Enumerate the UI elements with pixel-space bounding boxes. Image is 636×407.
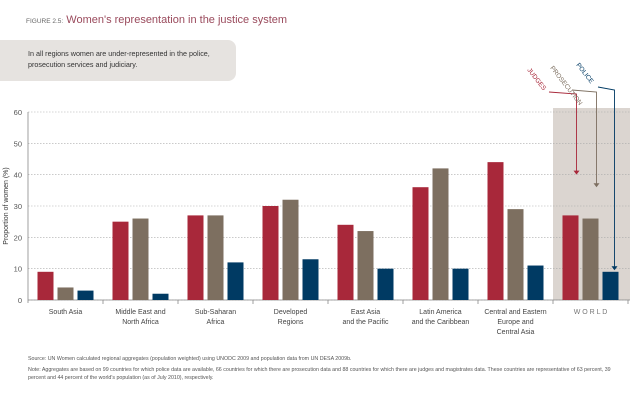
bar-police [527, 265, 544, 300]
bar-prosecution [582, 218, 599, 300]
figure-label: FIGURE 2.5: [26, 18, 64, 25]
bar-police [227, 262, 244, 300]
x-tick-label: East Asia [351, 309, 380, 316]
legend-arrow-prosecution [571, 89, 597, 185]
bar-prosecution [207, 215, 224, 300]
x-tick-label: South Asia [49, 309, 83, 316]
x-tick-label: Regions [278, 319, 304, 326]
x-tick-label: W O R L D [574, 309, 608, 316]
y-tick-label: 30 [14, 202, 22, 211]
legend-arrow-police [597, 86, 615, 268]
bar-judges [562, 215, 579, 300]
bar-prosecution [132, 218, 149, 300]
y-tick-label: 60 [14, 108, 22, 117]
y-tick-label: 0 [18, 296, 22, 305]
bar-judges [187, 215, 204, 300]
bar-prosecution [57, 287, 74, 300]
x-tick-label: Latin America [419, 309, 462, 316]
bar-chart: 0 10 20 30 40 50 60 Proportion of women (%) Sout… [3, 62, 630, 336]
arrowhead-icon [573, 170, 580, 175]
y-axis-label: Proportion of women (%) [3, 167, 10, 244]
bar-police [452, 268, 469, 300]
bar-police [77, 290, 94, 300]
bar-police [377, 268, 394, 300]
bar-prosecution [282, 199, 299, 300]
arrowhead-icon [611, 266, 618, 271]
x-tick-label: and the Pacific [343, 319, 389, 326]
legend-arrow-judges [548, 91, 577, 172]
x-tick-label: Developed [274, 309, 308, 316]
bar-police [152, 293, 169, 300]
y-tick-label: 10 [14, 265, 22, 274]
x-tick-label: Africa [207, 319, 225, 326]
x-tick-label: Central Asia [497, 329, 535, 336]
x-tick-label: Sub-Saharan [195, 309, 236, 316]
y-tick-label: 20 [14, 233, 22, 242]
bar-police [602, 271, 619, 300]
y-tick-label: 50 [14, 139, 22, 148]
source-note: Source: UN Women calculated regional agg… [28, 356, 352, 362]
y-tick-label: 40 [14, 171, 22, 180]
legend-label-judges: JUDGES [525, 67, 547, 93]
bar-prosecution [432, 168, 449, 300]
figure-title: FIGURE 2.5: Women's representation in th… [26, 14, 287, 26]
x-tick-label: Central and Eastern [484, 309, 546, 316]
bar-judges [262, 206, 279, 300]
bar-judges [112, 221, 129, 300]
bar-prosecution [357, 231, 374, 300]
x-tick-label: Europe and [497, 319, 533, 326]
bar-prosecution [507, 209, 524, 300]
callout-box: In all regions women are under-represent… [0, 40, 236, 81]
x-tick-label: and the Caribbean [412, 319, 470, 326]
legend-label-police: POLICE [574, 62, 595, 86]
bar-judges [412, 187, 429, 300]
chart-title: Women's representation in the justice sy… [66, 14, 288, 26]
arrowhead-icon [593, 183, 600, 188]
footnote: Note: Aggregates are based on 99 countri… [28, 367, 611, 381]
bar-judges [337, 224, 354, 300]
bar-judges [37, 271, 54, 300]
legend-label-prosecution: PROSECUTION [548, 65, 583, 107]
bar-police [302, 259, 319, 300]
x-tick-label: North Africa [122, 319, 159, 326]
bar-judges [487, 162, 504, 300]
x-tick-label: Middle East and [115, 309, 165, 316]
